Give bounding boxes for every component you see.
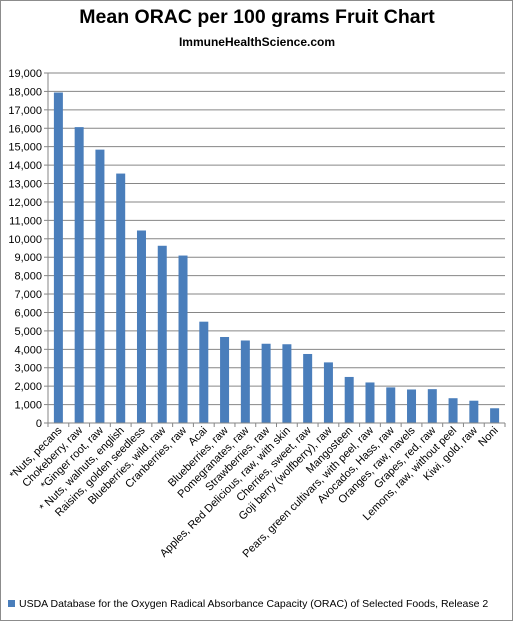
bars xyxy=(53,92,500,424)
legend-label: USDA Database for the Oxygen Radical Abs… xyxy=(19,598,489,610)
chart-subtitle: ImmuneHealthScience.com xyxy=(178,35,336,49)
bar xyxy=(303,353,313,423)
y-tick-label: 0 xyxy=(36,418,42,430)
bar xyxy=(136,230,146,423)
bar xyxy=(386,387,396,423)
bar xyxy=(199,321,209,423)
bar xyxy=(427,389,437,423)
y-tick-label: 18,000 xyxy=(8,86,42,98)
legend-swatch xyxy=(8,600,15,607)
y-tick-label: 3,000 xyxy=(14,363,42,375)
bar xyxy=(95,149,105,423)
y-tick-label: 13,000 xyxy=(8,179,42,191)
y-tick-label: 19,000 xyxy=(8,68,42,80)
y-tick-label: 7,000 xyxy=(14,289,42,301)
y-tick-label: 11,000 xyxy=(9,215,42,227)
y-tick-label: 16,000 xyxy=(8,123,42,135)
x-category-label: Noni xyxy=(476,425,500,449)
y-tick-label: 2,000 xyxy=(14,381,42,393)
bar xyxy=(407,389,417,423)
bar xyxy=(344,376,354,423)
bar xyxy=(448,398,458,423)
bar xyxy=(74,127,84,424)
axes xyxy=(44,72,506,427)
bar xyxy=(365,382,375,423)
bar xyxy=(157,245,167,423)
legend: USDA Database for the Oxygen Radical Abs… xyxy=(8,598,508,610)
y-tick-label: 17,000 xyxy=(8,105,42,117)
bar xyxy=(53,92,63,423)
bar xyxy=(220,336,230,423)
y-tick-label: 4,000 xyxy=(14,344,42,356)
bar xyxy=(178,255,188,423)
y-axis-tick-labels: 0 1,000 2,000 3,000 4,000 5,000 6,000 7,000 8,00… xyxy=(8,68,42,430)
bar xyxy=(282,344,292,423)
y-tick-label: 10,000 xyxy=(8,234,42,246)
y-tick-label: 8,000 xyxy=(14,271,42,283)
y-tick-label: 6,000 xyxy=(14,307,42,319)
y-tick-label: 15,000 xyxy=(8,142,42,154)
bar xyxy=(116,173,126,423)
y-tick-label: 1,000 xyxy=(14,400,42,412)
y-tick-label: 5,000 xyxy=(14,326,42,338)
y-tick-label: 9,000 xyxy=(14,252,42,264)
bar xyxy=(261,343,271,423)
bar xyxy=(490,408,500,423)
chart-title: Mean ORAC per 100 grams Fruit Chart xyxy=(79,6,435,28)
y-tick-label: 12,000 xyxy=(8,197,42,209)
y-tick-label: 14,000 xyxy=(8,160,42,172)
bar xyxy=(323,362,333,423)
bar xyxy=(240,340,250,423)
bar xyxy=(469,400,479,423)
